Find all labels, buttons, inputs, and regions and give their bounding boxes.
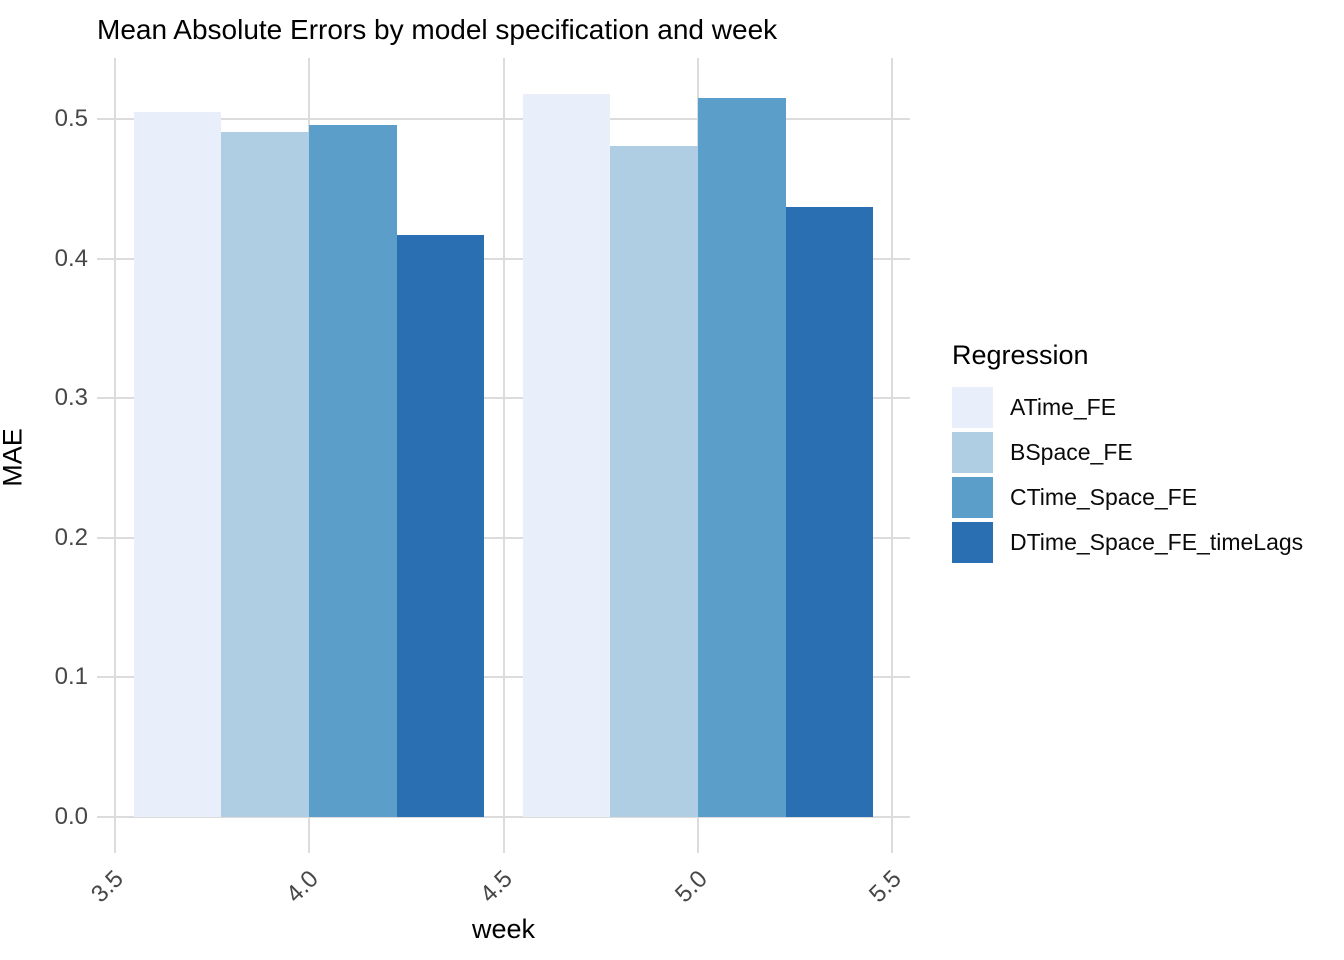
bar-CTime_Space_FE-week-4 xyxy=(309,124,397,817)
x-tick-label-4.5: 4.5 xyxy=(475,865,518,908)
bar-BSpace_FE-week-4 xyxy=(221,131,309,817)
y-tick-label-0.3: 0.3 xyxy=(54,384,88,412)
x-axis-title: week xyxy=(471,914,536,944)
legend-title: Regression xyxy=(952,340,1089,370)
legend: Regression ATime_FE BSpace_FE CTime_Space_… xyxy=(952,340,1303,567)
x-gridline-4.5 xyxy=(502,58,505,853)
bar-ATime_FE-week-5 xyxy=(522,94,611,817)
bar-ATime_FE-week-4 xyxy=(133,112,222,817)
x-tick-label-4.0: 4.0 xyxy=(280,865,324,908)
y-axis-title: MAE xyxy=(0,428,28,487)
y-tick-label-0.4: 0.4 xyxy=(54,244,88,272)
x-tick-label-5.5: 5.5 xyxy=(864,865,907,908)
legend-label-ATime_FE: ATime_FE xyxy=(1010,394,1117,420)
y-tick-label-0.0: 0.0 xyxy=(54,802,88,830)
bar-DTime_Space_FE_timeLags-week-5 xyxy=(785,207,874,817)
legend-label-BSpace_FE: BSpace_FE xyxy=(1010,439,1133,465)
legend-label-CTime_Space_FE: CTime_Space_FE xyxy=(1010,484,1198,510)
legend-swatch-CTime_Space_FE xyxy=(952,477,993,518)
y-tick-label-0.1: 0.1 xyxy=(54,663,88,691)
y-tick-label-0.5: 0.5 xyxy=(54,105,88,133)
x-tick-label-3.5: 3.5 xyxy=(86,865,129,908)
x-gridline-3.5 xyxy=(113,58,116,853)
x-tick-label-5.0: 5.0 xyxy=(669,865,713,908)
bar-CTime_Space_FE-week-5 xyxy=(697,98,786,817)
legend-swatch-DTime_Space_FE_timeLags xyxy=(952,522,993,563)
legend-swatch-ATime_FE xyxy=(952,387,993,428)
legend-item-ATime_FE: ATime_FE xyxy=(952,387,1303,428)
legend-item-DTime_Space_FE_timeLags: DTime_Space_FE_timeLags xyxy=(952,522,1303,563)
legend-item-BSpace_FE: BSpace_FE xyxy=(952,432,1303,473)
legend-item-CTime_Space_FE: CTime_Space_FE xyxy=(952,477,1303,518)
bar-DTime_Space_FE_timeLags-week-4 xyxy=(396,235,485,817)
chart-title: Mean Absolute Errors by model specificat… xyxy=(97,14,778,45)
x-gridline-5.5 xyxy=(891,58,894,853)
bar-BSpace_FE-week-5 xyxy=(610,145,698,817)
legend-label-DTime_Space_FE_timeLags: DTime_Space_FE_timeLags xyxy=(1010,529,1304,555)
legend-swatch-BSpace_FE xyxy=(952,432,993,473)
legend-items: ATime_FE BSpace_FE CTime_Space_FE DTime_Spa… xyxy=(952,387,1303,563)
plot-panel xyxy=(97,58,910,853)
y-tick-label-0.2: 0.2 xyxy=(54,523,88,551)
